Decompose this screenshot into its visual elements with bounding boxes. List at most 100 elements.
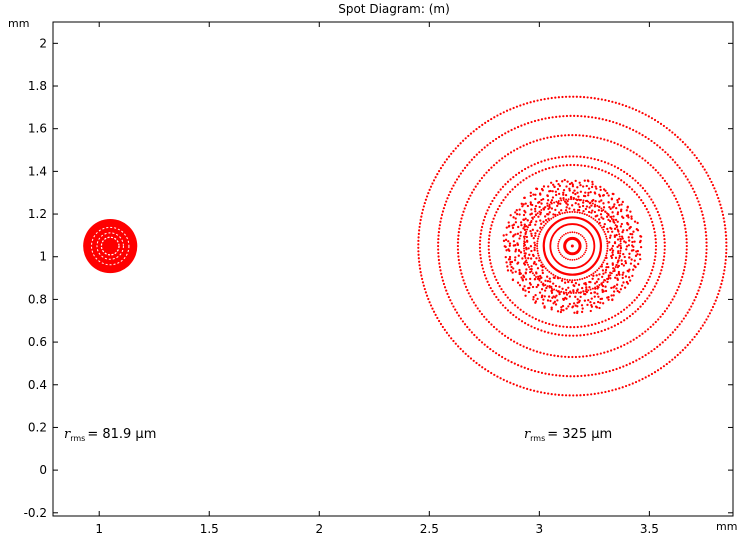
spot-point (607, 218, 610, 222)
spot-point (509, 263, 512, 266)
spot-point (606, 227, 609, 231)
spot-point (506, 336, 510, 339)
spot-point (478, 364, 481, 367)
spot-point (717, 292, 720, 296)
spot-point (569, 375, 572, 378)
spot-point (469, 357, 473, 360)
spot-point (538, 279, 541, 282)
spot-point (580, 164, 583, 167)
spot-point (571, 231, 574, 234)
spot-point (564, 155, 568, 158)
spot-point (488, 231, 492, 234)
spot-point (594, 203, 597, 206)
spot-point (596, 287, 599, 290)
spot-point (638, 155, 641, 158)
spot-point (457, 251, 460, 255)
spot-point (507, 258, 511, 261)
spot-point (539, 259, 542, 262)
spot-point (536, 390, 539, 393)
spot-point (567, 258, 569, 261)
spot-point (562, 191, 565, 194)
spot-point (602, 225, 606, 228)
spot-point (519, 221, 523, 224)
spot-point (572, 302, 576, 305)
spot-point (532, 389, 536, 392)
spot-core-left (105, 241, 115, 251)
spot-point (505, 109, 509, 112)
spot-point (720, 207, 723, 210)
spot-point (546, 199, 550, 202)
spot-point (561, 95, 564, 99)
spot-point (600, 159, 603, 163)
spot-point (540, 202, 543, 205)
spot-point (523, 366, 526, 369)
spot-point (627, 236, 630, 239)
spot-point (622, 181, 626, 184)
spot-point (674, 197, 677, 200)
x-tick-label: 2 (315, 522, 323, 536)
spot-point (685, 234, 688, 237)
spot-point (626, 206, 629, 209)
spot-point (631, 301, 634, 304)
spot-point (627, 276, 631, 279)
spot-point (445, 289, 448, 292)
spot-point (607, 194, 610, 197)
spot-point (594, 373, 597, 376)
spot-point (566, 211, 569, 214)
spot-point (440, 217, 443, 220)
spot-point (721, 213, 725, 216)
spot-point (602, 302, 605, 305)
spot-point (597, 168, 600, 171)
spot-point (620, 222, 623, 226)
spot-point (604, 279, 607, 282)
spot-point (618, 273, 621, 276)
spot-point (694, 295, 697, 299)
spot-point (610, 272, 613, 275)
spot-point (538, 291, 542, 294)
spot-point (653, 285, 656, 288)
spot-point (484, 368, 487, 371)
spot-point (561, 287, 564, 290)
spot-point (621, 230, 624, 234)
spot-point (622, 271, 625, 274)
spot-point (474, 185, 477, 188)
spot-point (593, 295, 596, 298)
spot-point (536, 328, 540, 331)
spot-point (476, 307, 479, 310)
spot-point (515, 316, 518, 319)
spot-point (540, 222, 543, 225)
spot-point (688, 308, 691, 311)
spot-point (552, 282, 555, 285)
spot-point (611, 230, 614, 233)
spot-point (505, 226, 508, 229)
spot-point (530, 219, 533, 222)
spot-point (521, 257, 524, 260)
spot-point (676, 289, 679, 292)
spot-point (563, 278, 566, 281)
spot-point (534, 214, 537, 217)
spot-point (656, 279, 659, 282)
spot-point (633, 190, 636, 193)
spot-point (522, 203, 525, 206)
spot-point (466, 289, 469, 292)
spot-point (417, 232, 420, 235)
spot-point (488, 258, 492, 262)
spot-point (527, 257, 530, 260)
spot-point (573, 311, 576, 314)
spot-point (488, 255, 491, 258)
spot-point (542, 197, 545, 201)
spot-point (443, 328, 446, 331)
spot-point (622, 124, 625, 127)
spot-point (470, 331, 473, 334)
spot-point (473, 156, 476, 159)
spot-point (553, 354, 556, 357)
spot-point (620, 262, 624, 266)
spot-point (518, 284, 522, 287)
spot-point (550, 272, 553, 275)
spot-point (480, 312, 484, 316)
spot-point (606, 245, 609, 248)
spot-point (627, 216, 630, 219)
spot-point (511, 301, 514, 304)
spot-point (550, 308, 553, 311)
spot-point (547, 116, 551, 119)
